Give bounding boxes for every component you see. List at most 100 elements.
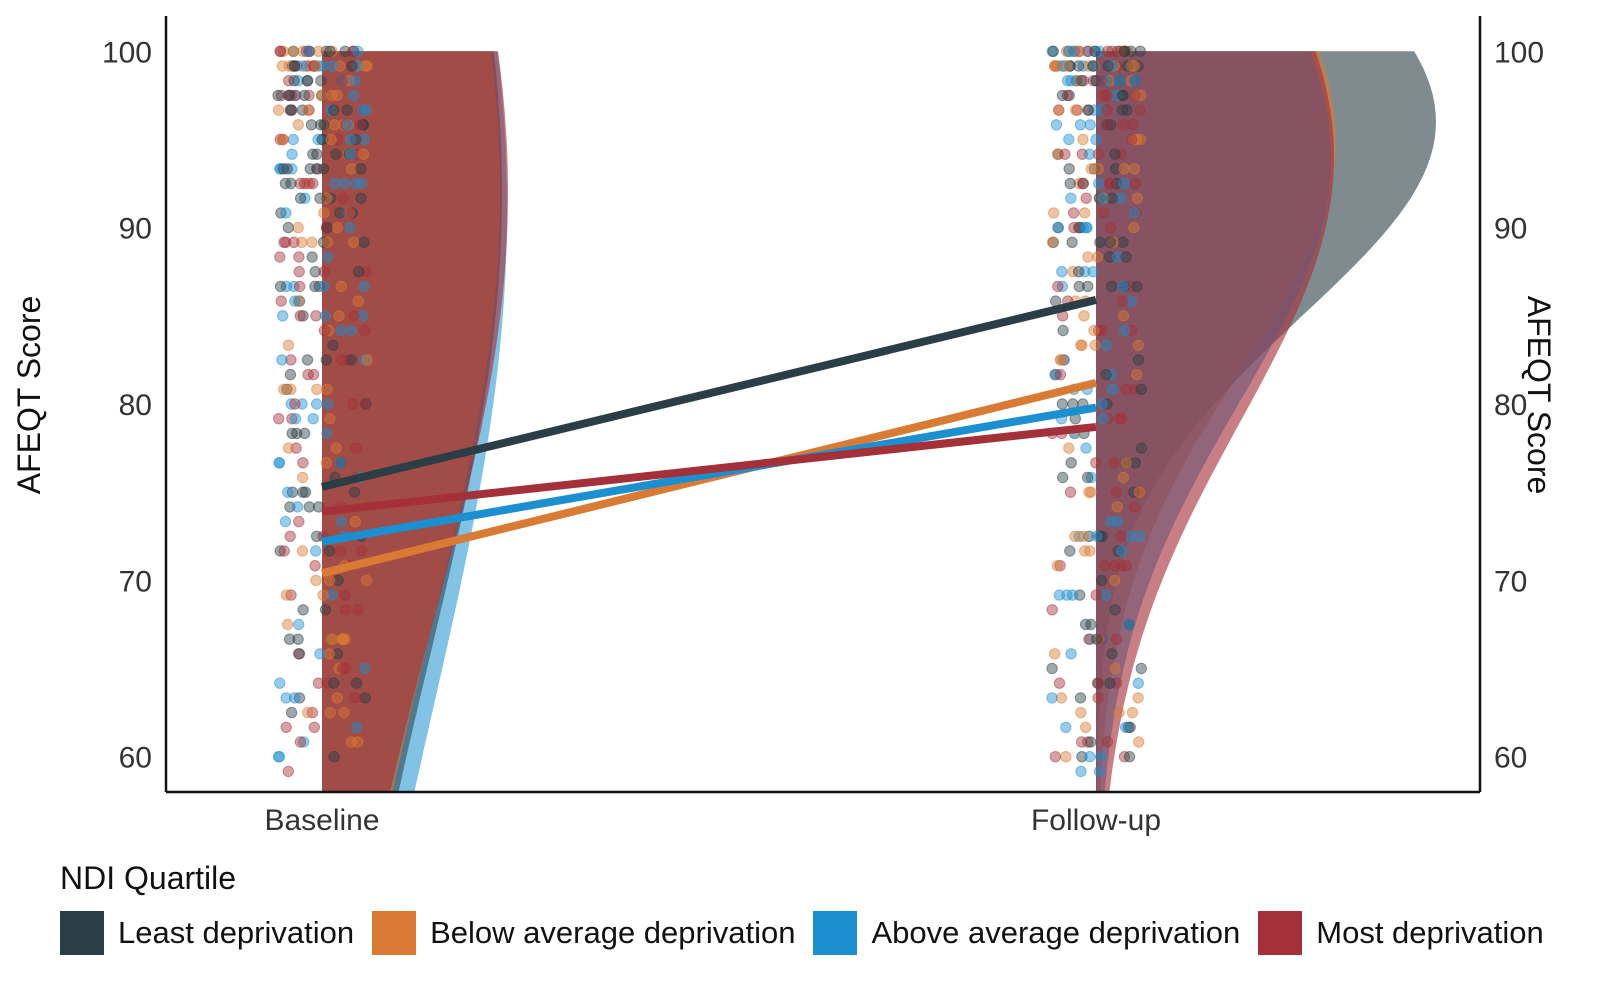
- jitter-point: [1126, 133, 1138, 146]
- jitter-point: [312, 677, 325, 689]
- jitter-point: [1046, 692, 1058, 704]
- jitter-point: [1053, 104, 1065, 116]
- jitter-point: [1120, 383, 1132, 395]
- jitter-point: [1092, 692, 1104, 704]
- jitter-point: [1080, 192, 1092, 204]
- jitter-point: [321, 236, 334, 249]
- jitter-point: [1117, 89, 1129, 102]
- jitter-point: [347, 398, 359, 410]
- jitter-point: [1067, 266, 1079, 278]
- jitter-point: [312, 133, 324, 146]
- jitter-point: [1059, 148, 1071, 160]
- jitter-point: [1054, 368, 1067, 381]
- jitter-point: [358, 280, 370, 293]
- jitter-point: [1093, 192, 1106, 204]
- jitter-point: [276, 354, 288, 366]
- jitter-point: [282, 442, 295, 454]
- jitter-point: [285, 383, 297, 395]
- legend-label: Below average deprivation: [430, 915, 796, 950]
- jitter-point: [1124, 530, 1137, 542]
- jitter-point: [1052, 221, 1064, 234]
- legend-label: Above average deprivation: [871, 915, 1241, 950]
- jitter-point: [361, 354, 373, 366]
- jitter-point: [1128, 501, 1141, 513]
- jitter-point: [360, 104, 373, 116]
- jitter-point: [284, 501, 296, 513]
- jitter-point: [310, 545, 322, 557]
- jitter-point: [1077, 530, 1089, 542]
- jitter-point: [350, 677, 363, 689]
- jitter-point: [1094, 236, 1106, 249]
- jitter-point: [1079, 266, 1091, 278]
- jitter-point: [1088, 104, 1100, 116]
- jitter-point: [279, 515, 292, 528]
- jitter-point: [1085, 736, 1097, 748]
- jitter-point: [1081, 221, 1093, 234]
- jitter-point: [281, 618, 294, 631]
- jitter-point: [1110, 633, 1123, 645]
- jitter-point: [286, 104, 298, 116]
- jitter-point: [350, 442, 362, 454]
- jitter-point: [1135, 442, 1148, 454]
- jitter-point: [1117, 280, 1129, 293]
- jitter-point: [1115, 530, 1128, 542]
- jitter-point: [1079, 207, 1091, 219]
- jitter-point: [287, 133, 299, 146]
- jitter-point: [331, 692, 343, 704]
- jitter-point: [1097, 207, 1110, 219]
- jitter-point: [318, 280, 331, 293]
- jitter-point: [1090, 589, 1102, 601]
- jitter-point: [1101, 104, 1113, 116]
- jitter-point: [315, 119, 327, 131]
- jitter-point: [308, 721, 320, 733]
- jitter-point: [1131, 192, 1144, 204]
- mean-line: [321, 296, 1097, 491]
- legend-swatch: [372, 911, 417, 955]
- jitter-point: [1128, 163, 1141, 175]
- jitter-point: [1100, 339, 1112, 351]
- jitter-point: [315, 75, 327, 87]
- jitter-point: [341, 119, 354, 131]
- jitter-point: [298, 89, 311, 102]
- jitter-point: [1047, 45, 1060, 57]
- jitter-point: [1106, 280, 1118, 293]
- jitter-point: [297, 457, 309, 469]
- jitter-point: [318, 207, 330, 219]
- jitter-point: [339, 633, 351, 645]
- jitter-point: [1050, 119, 1063, 131]
- jitter-point: [331, 221, 343, 234]
- jitter-point: [355, 192, 367, 204]
- jitter-point: [1067, 45, 1079, 57]
- jitter-point: [301, 354, 314, 366]
- jitter-point: [346, 207, 358, 219]
- jitter-point: [311, 398, 323, 410]
- jitter-point: [1109, 163, 1122, 175]
- jitter-point: [349, 692, 362, 704]
- jitter-point: [288, 692, 301, 704]
- jitter-point: [1129, 177, 1142, 190]
- jitter-point: [1118, 324, 1131, 337]
- jitter-point: [1065, 457, 1077, 469]
- jitter-point: [297, 604, 309, 616]
- jitter-point: [294, 280, 306, 293]
- jitter-point: [348, 310, 360, 322]
- jitter-point: [1049, 648, 1061, 660]
- jitter-point: [1133, 486, 1146, 498]
- jitter-point: [349, 75, 361, 87]
- jitter-point: [322, 398, 334, 410]
- jitter-point: [1057, 324, 1069, 337]
- jitter-point: [1132, 339, 1145, 351]
- jitter-point: [294, 736, 307, 748]
- jitter-point: [1087, 60, 1099, 72]
- jitter-point: [307, 177, 319, 190]
- jitter-point: [318, 266, 330, 278]
- jitter-point: [292, 295, 304, 307]
- jitter-point: [1055, 692, 1068, 704]
- jitter-point: [296, 60, 309, 72]
- jitter-point: [1064, 486, 1077, 498]
- jitter-point: [292, 119, 304, 131]
- jitter-point: [1063, 163, 1075, 175]
- jitter-point: [345, 354, 357, 366]
- jitter-point: [1114, 45, 1127, 57]
- jitter-point: [319, 310, 332, 322]
